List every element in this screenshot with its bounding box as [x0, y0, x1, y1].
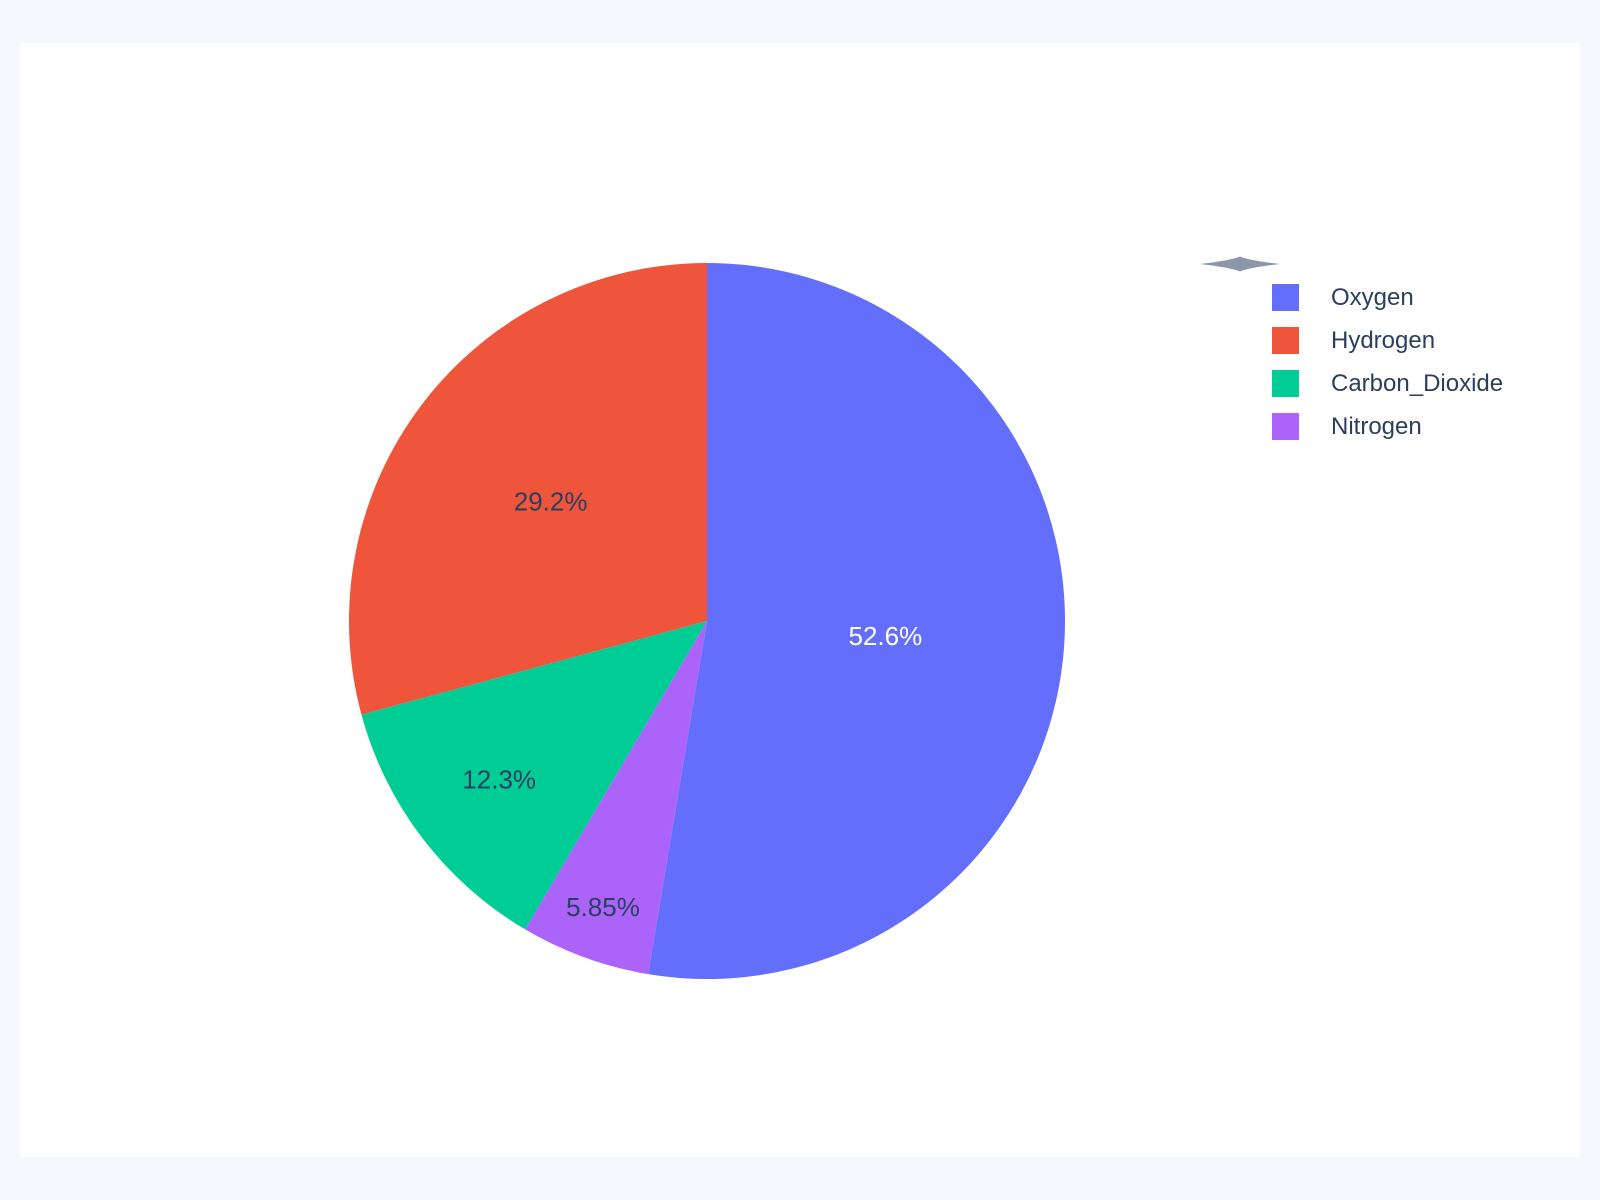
pie-slice-nitrogen[interactable] [525, 621, 707, 975]
pie-label-nitrogen: 5.85% [566, 892, 640, 922]
legend-swatch-nitrogen [1272, 413, 1299, 440]
legend-item-carbon_dioxide[interactable]: Carbon_Dioxide [1272, 370, 1503, 397]
pie-slice-hydrogen[interactable] [349, 263, 707, 715]
legend-label-oxygen: Oxygen [1331, 284, 1414, 311]
pie-slice-oxygen[interactable] [648, 263, 1065, 979]
legend-label-carbon_dioxide: Carbon_Dioxide [1331, 370, 1504, 397]
legend-item-nitrogen[interactable]: Nitrogen [1272, 413, 1503, 440]
dart-spindle-shape [1199, 256, 1281, 272]
pie-label-carbon_dioxide: 12.3% [462, 764, 536, 794]
legend-label-hydrogen: Hydrogen [1331, 327, 1436, 354]
pie-slice-carbon_dioxide[interactable] [361, 621, 707, 930]
legend: Oxygen Hydrogen Carbon_Dioxide Nitrogen [1272, 284, 1503, 456]
legend-swatch-carbon_dioxide [1272, 370, 1299, 397]
legend-label-nitrogen: Nitrogen [1331, 413, 1422, 440]
pie-label-oxygen: 52.6% [849, 621, 923, 651]
legend-dart-icon [1199, 256, 1281, 272]
legend-swatch-oxygen [1272, 284, 1299, 311]
legend-item-oxygen[interactable]: Oxygen [1272, 284, 1503, 311]
pie-label-hydrogen: 29.2% [514, 486, 588, 516]
legend-item-hydrogen[interactable]: Hydrogen [1272, 327, 1503, 354]
legend-swatch-hydrogen [1272, 327, 1299, 354]
